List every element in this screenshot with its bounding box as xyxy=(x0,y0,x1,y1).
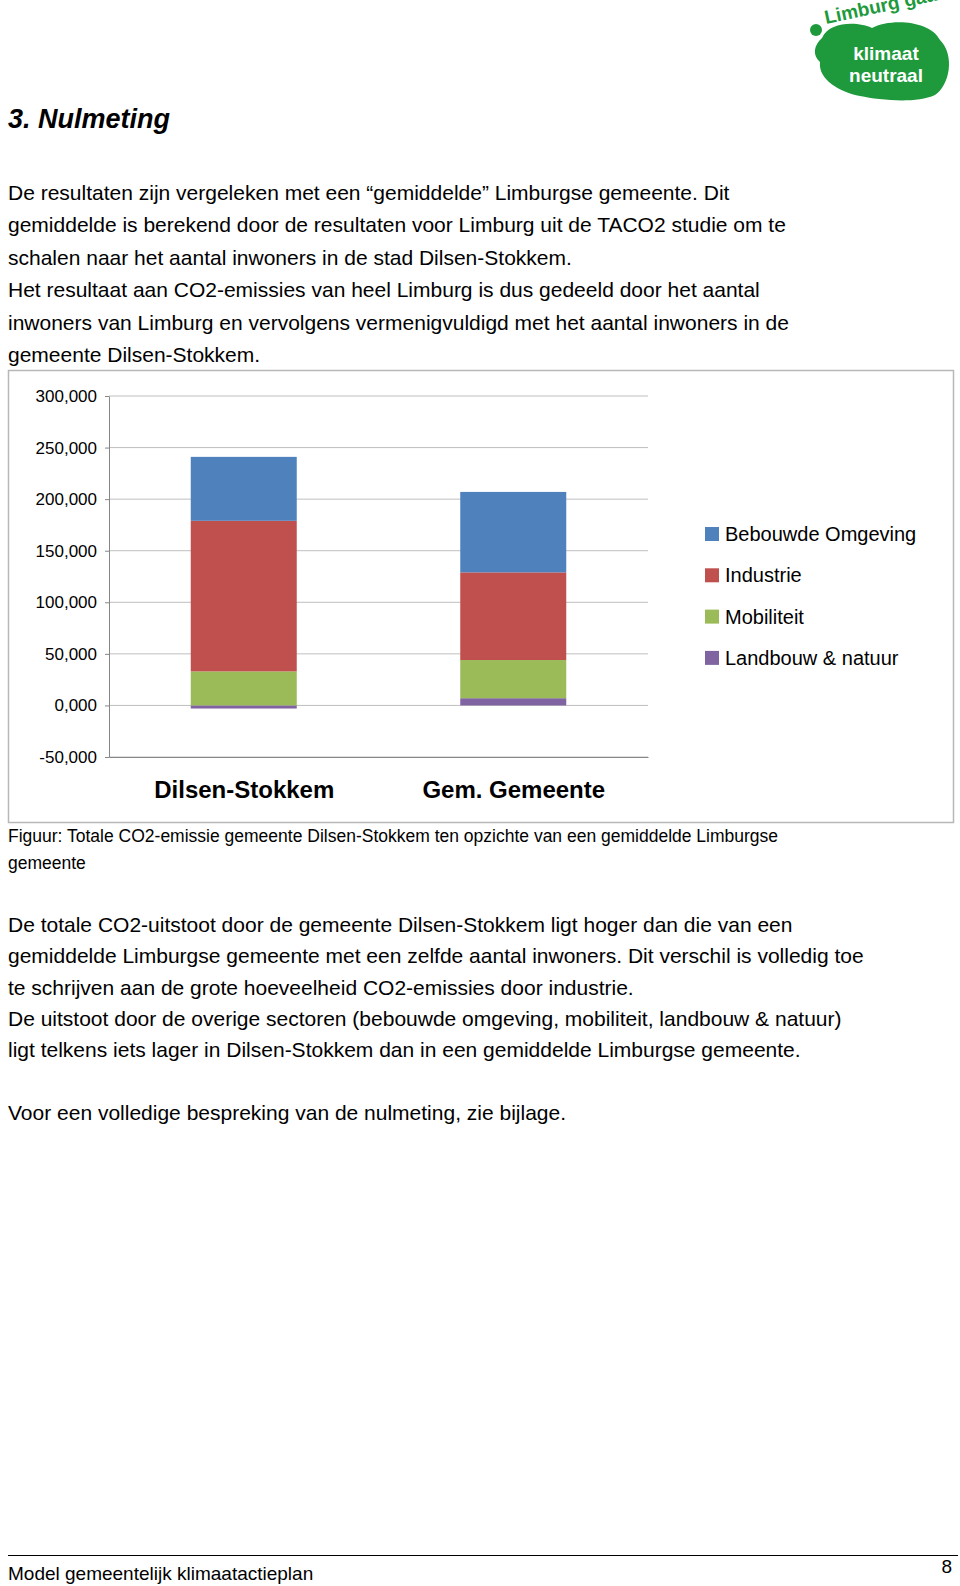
tick-label: -50,000 xyxy=(39,748,97,767)
tick-mark xyxy=(105,757,109,758)
grid-line xyxy=(109,447,648,448)
caption-line: gemeente xyxy=(8,853,86,873)
y-tick: 250,000 xyxy=(36,439,109,458)
bar-segment xyxy=(460,660,566,698)
tick-label: 0,000 xyxy=(54,696,97,715)
category-label: Gem. Gemeente xyxy=(422,776,605,803)
logo: Limburg gaat klimaatneutraal xyxy=(810,0,949,100)
grid-line xyxy=(109,550,648,551)
grid-line xyxy=(109,396,648,397)
y-tick: 50,000 xyxy=(45,645,109,664)
tick-mark xyxy=(105,499,109,500)
logo-text: neutraal xyxy=(849,65,923,86)
y-tick: 300,000 xyxy=(36,387,109,406)
tick-mark xyxy=(105,448,109,449)
paragraph-line: inwoners van Limburg en vervolgens verme… xyxy=(8,311,789,334)
x-axis-line xyxy=(110,757,649,758)
legend-label: Bebouwde Omgeving xyxy=(725,523,916,545)
paragraph-line: De resultaten zijn vergeleken met een “g… xyxy=(8,181,730,204)
legend-label: Industrie xyxy=(725,564,802,586)
tick-label: 250,000 xyxy=(36,439,97,458)
paragraph-line: gemiddelde Limburgse gemeente met een ze… xyxy=(8,944,864,967)
bar-segment xyxy=(460,572,566,660)
grid-line xyxy=(109,499,648,500)
page-number: 8 xyxy=(941,1556,952,1577)
chart-frame xyxy=(9,371,954,823)
y-axis: -50,000 0,000 50,000 100,000 150,000 200,000 2… xyxy=(36,387,110,767)
tick-mark xyxy=(105,551,109,552)
legend-swatch xyxy=(705,527,719,541)
paragraph-line: ligt telkens iets lager in Dilsen-Stokke… xyxy=(8,1038,801,1061)
legend-label: Mobiliteit xyxy=(725,606,804,628)
grid-line xyxy=(109,602,648,603)
y-tick: 100,000 xyxy=(36,593,109,612)
page: 3. Nulmeting Limburg gaat klimaatneutraal D… xyxy=(0,0,960,1586)
bars xyxy=(191,457,567,709)
paragraph-line: gemeente Dilsen-Stokkem. xyxy=(8,343,260,366)
paragraph-line: De uitstoot door de overige sectoren (be… xyxy=(8,1007,842,1030)
caption-line: Figuur: Totale CO2-emissie gemeente Dils… xyxy=(8,826,778,846)
x-tick: Dilsen-Stokkem xyxy=(154,776,334,803)
bar-segment xyxy=(460,698,566,705)
bar-segment xyxy=(191,457,297,521)
chart: -50,000 0,000 50,000 100,000 150,000 200,000 2… xyxy=(9,371,954,823)
y-tick: -50,000 xyxy=(39,748,109,767)
legend-swatch xyxy=(705,651,719,665)
paragraph-line: De totale CO2-uitstoot door de gemeente … xyxy=(8,913,792,936)
tick-label: 300,000 xyxy=(36,387,97,406)
y-tick: 200,000 xyxy=(36,490,109,509)
tick-label: 100,000 xyxy=(36,593,97,612)
bar-segment xyxy=(191,521,297,672)
tick-label: 150,000 xyxy=(36,542,97,561)
paragraph-line: Het resultaat aan CO2-emissies van heel … xyxy=(8,278,760,301)
bar-segment xyxy=(460,492,566,572)
category-label: Dilsen-Stokkem xyxy=(154,776,334,803)
y-axis-line xyxy=(109,397,110,758)
legend-label: Landbouw & natuur xyxy=(725,647,899,669)
grid-line xyxy=(109,705,648,706)
legend-swatch xyxy=(705,568,719,582)
grid-line xyxy=(109,757,648,758)
bar-segment xyxy=(191,705,297,708)
tick-mark xyxy=(105,602,109,603)
heading: 3. Nulmeting xyxy=(8,104,171,134)
tick-label: 50,000 xyxy=(45,645,97,664)
tick-mark xyxy=(105,654,109,655)
logo-leaf xyxy=(810,24,822,36)
bar-segment xyxy=(191,671,297,705)
tick-mark xyxy=(105,396,109,397)
paragraph-line: te schrijven aan de grote hoeveelheid CO… xyxy=(8,976,634,999)
tick-label: 200,000 xyxy=(36,490,97,509)
paragraph-line: gemiddelde is berekend door de resultate… xyxy=(8,213,786,236)
footer-rule xyxy=(8,1555,958,1556)
grid xyxy=(109,396,648,757)
y-tick: 150,000 xyxy=(36,542,109,561)
logo-leaf xyxy=(815,22,949,100)
x-axis: Dilsen-Stokkem Gem. Gemeente xyxy=(110,758,649,804)
legend: Bebouwde Omgeving Industrie Mobiliteit Land… xyxy=(705,523,916,669)
paragraph-line: Voor een volledige bespreking van de nul… xyxy=(8,1101,566,1124)
grid-line xyxy=(109,653,648,654)
legend-swatch xyxy=(705,610,719,624)
x-tick: Gem. Gemeente xyxy=(422,776,605,803)
tick-mark xyxy=(105,705,109,706)
paragraph-line: schalen naar het aantal inwoners in de s… xyxy=(8,246,572,269)
logo-text: Limburg gaat xyxy=(822,0,945,28)
logo-text: klimaat xyxy=(853,43,919,64)
y-tick: 0,000 xyxy=(54,696,109,715)
footer-text: Model gemeentelijk klimaatactieplan xyxy=(8,1563,313,1584)
